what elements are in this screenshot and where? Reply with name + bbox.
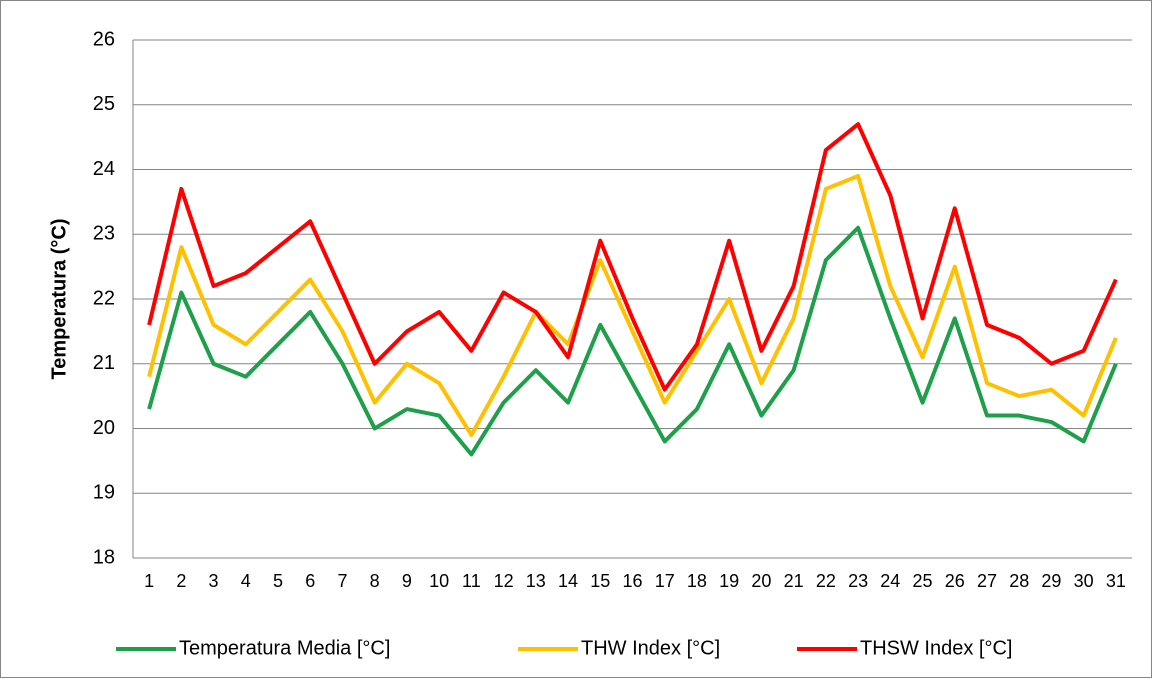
x-tick-label: 15 — [590, 571, 610, 591]
x-tick-label: 8 — [370, 571, 380, 591]
x-tick-label: 6 — [305, 571, 315, 591]
y-tick-label: 24 — [93, 158, 115, 180]
x-tick-label: 13 — [526, 571, 546, 591]
x-tick-label: 27 — [977, 571, 997, 591]
y-tick-label: 21 — [93, 352, 115, 374]
x-tick-label: 14 — [558, 571, 578, 591]
y-tick-label: 25 — [93, 93, 115, 115]
y-axis-label: Temperatura (°C) — [48, 219, 70, 380]
x-tick-label: 25 — [913, 571, 933, 591]
x-tick-label: 11 — [462, 571, 481, 591]
x-tick-label: 28 — [1009, 571, 1029, 591]
x-tick-label: 21 — [784, 571, 804, 591]
x-tick-label: 4 — [241, 571, 251, 591]
y-tick-label: 23 — [93, 223, 115, 245]
series-line — [147, 173, 1118, 437]
legend-label: Temperatura Media [°C] — [179, 637, 390, 659]
x-tick-label: 10 — [429, 571, 449, 591]
x-tick-label: 5 — [273, 571, 283, 591]
x-tick-label: 19 — [719, 571, 739, 591]
x-tick-label: 31 — [1106, 571, 1126, 591]
x-tick-label: 1 — [144, 571, 154, 591]
legend-label: THSW Index [°C] — [860, 637, 1012, 659]
x-tick-label: 9 — [402, 571, 412, 591]
y-tick-label: 19 — [93, 482, 115, 504]
x-tick-label: 24 — [880, 571, 900, 591]
x-tick-label: 12 — [494, 571, 514, 591]
x-tick-label: 22 — [816, 571, 836, 591]
x-tick-label: 17 — [655, 571, 675, 591]
legend-label: THW Index [°C] — [581, 637, 720, 659]
x-tick-label: 3 — [209, 571, 219, 591]
x-tick-label: 30 — [1074, 571, 1094, 591]
x-tick-label: 16 — [622, 571, 642, 591]
x-tick-label: 7 — [337, 571, 347, 591]
x-tick-label: 23 — [848, 571, 868, 591]
x-tick-label: 20 — [751, 571, 771, 591]
y-tick-label: 26 — [93, 28, 115, 50]
y-tick-label: 22 — [93, 287, 115, 309]
y-tick-label: 20 — [93, 417, 115, 439]
x-tick-label: 26 — [945, 571, 965, 591]
y-tick-label: 18 — [93, 546, 115, 568]
x-tick-label: 18 — [687, 571, 707, 591]
x-tick-label: 2 — [176, 571, 186, 591]
series-line — [147, 225, 1118, 457]
x-tick-label: 29 — [1041, 571, 1061, 591]
series-line — [147, 122, 1118, 392]
